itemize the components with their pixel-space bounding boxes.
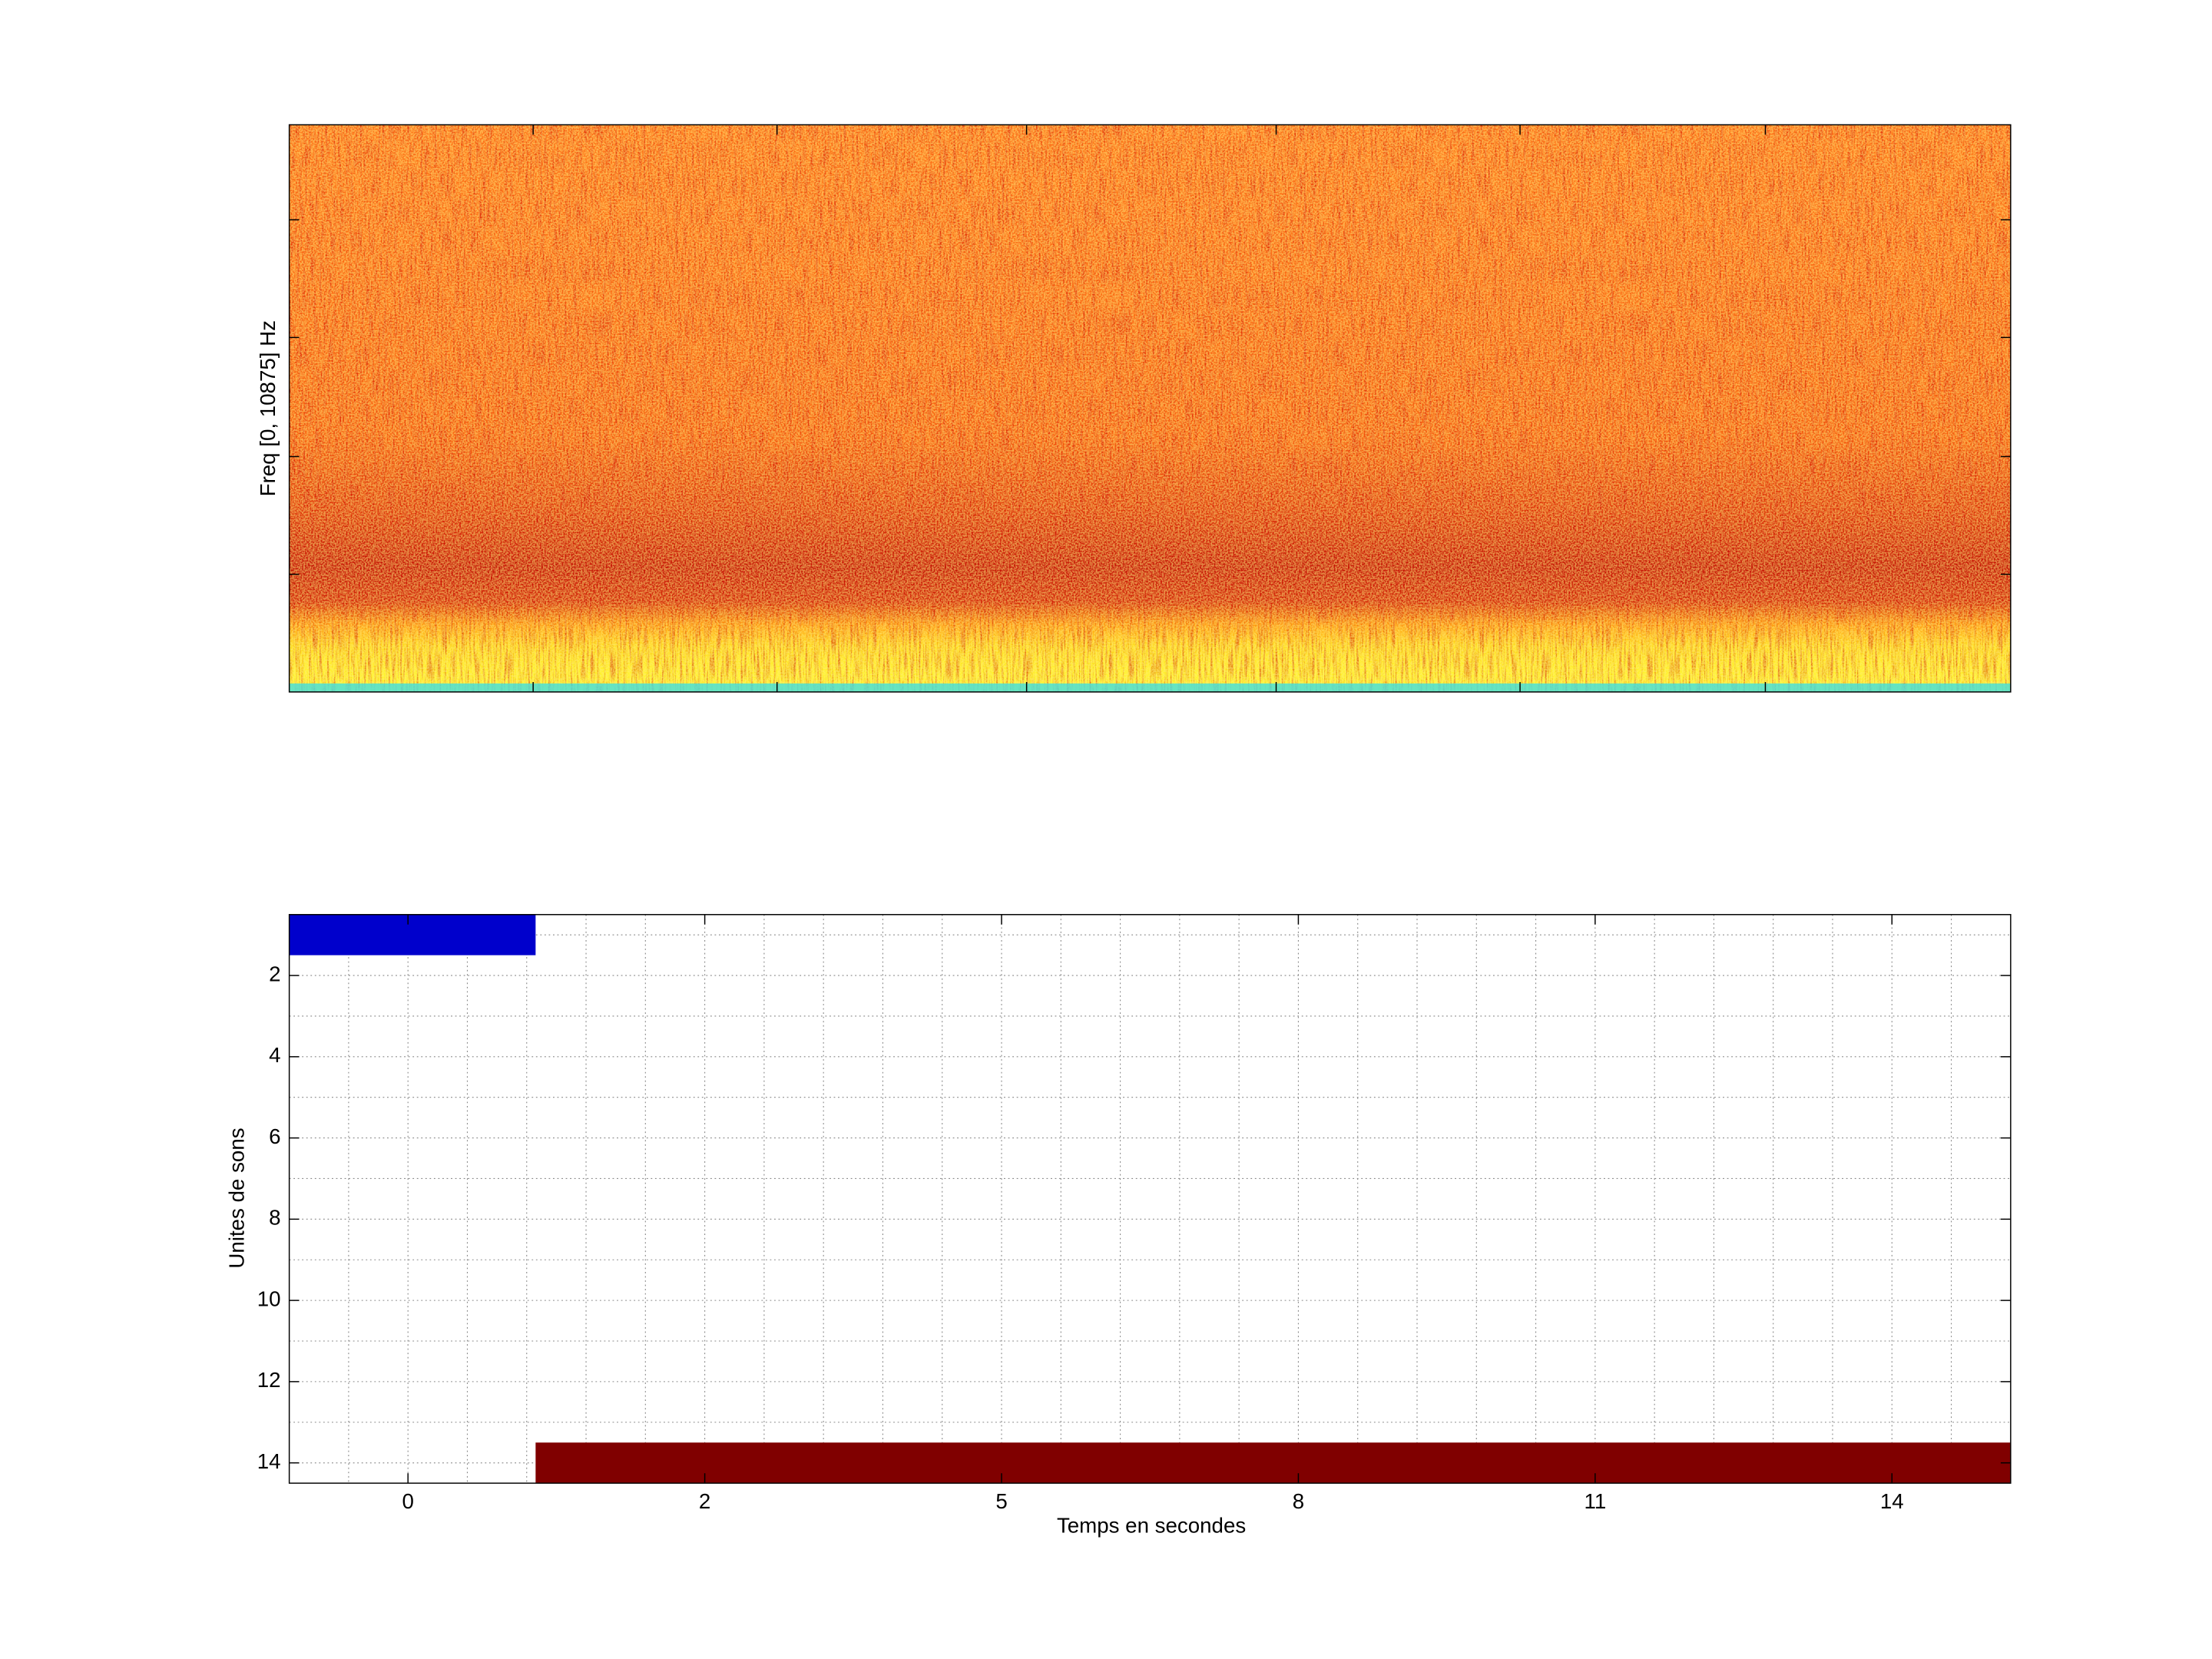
y-tick-label: 10 [257,1286,281,1310]
x-tick-label: 0 [402,1489,413,1513]
axes-box [288,914,2012,1484]
x-tick-label: 2 [699,1489,710,1513]
x-tick-label: 11 [1584,1489,1606,1513]
y-tick-label: 4 [269,1043,280,1067]
x-tick-label: 5 [995,1489,1007,1513]
plot-area [289,914,2011,1484]
unit-bar [535,1442,2011,1484]
spectrogram-low-band [289,683,2011,692]
y-tick-label: 6 [269,1124,280,1148]
spectrogram-noise [289,124,2011,692]
x-tick-label: 8 [1293,1489,1304,1513]
top-y-label: Freq [0, 10875] Hz [256,320,280,496]
y-tick-label: 14 [257,1449,281,1473]
y-tick-label: 12 [257,1368,281,1392]
y-tick-label: 8 [269,1206,280,1230]
spectrogram [289,124,2011,692]
unit-bar [289,914,536,955]
x-tick-label: 14 [1880,1489,1904,1513]
x-axis-label: Temps en secondes [1057,1514,1246,1538]
y-tick-label: 2 [269,962,280,985]
top-axes-ticks [289,124,2011,692]
top-axes-box [288,124,2012,693]
y-axis-label: Unites de sons [224,1128,248,1268]
bottom-axes: 0 2 5 8 11 14 2 4 6 8 10 12 14 [257,914,2012,1513]
